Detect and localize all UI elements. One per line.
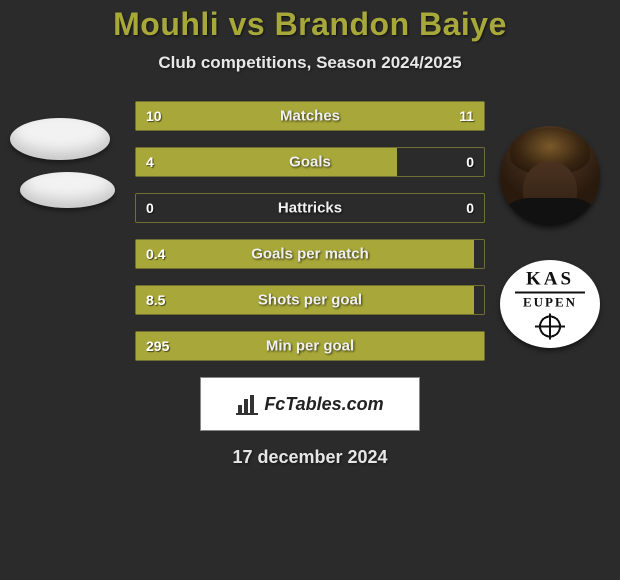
stat-label: Shots per goal: [258, 292, 362, 309]
stat-row: 4 0 Goals: [135, 147, 485, 177]
club-right-badge: KAS EUPEN: [500, 260, 600, 348]
stat-label: Goals: [289, 154, 331, 171]
stat-row: 10 11 Matches: [135, 101, 485, 131]
stat-value-right: 0: [466, 154, 474, 170]
brand-text: FcTables.com: [264, 394, 383, 415]
stat-label: Min per goal: [266, 338, 354, 355]
brand-box[interactable]: FcTables.com: [200, 377, 420, 431]
stat-value-left: 0.4: [146, 246, 165, 262]
stat-value-left: 8.5: [146, 292, 165, 308]
stat-label: Goals per match: [251, 246, 369, 263]
stat-label: Hattricks: [278, 200, 342, 217]
stat-row: 295 Min per goal: [135, 331, 485, 361]
fctables-logo-icon: [236, 393, 258, 415]
club-right-crest-icon: [535, 314, 565, 340]
stat-value-left: 4: [146, 154, 154, 170]
date-label: 17 december 2024: [0, 447, 620, 468]
stat-row: 0.4 Goals per match: [135, 239, 485, 269]
stat-row: 8.5 Shots per goal: [135, 285, 485, 315]
stat-value-right: 0: [466, 200, 474, 216]
subtitle: Club competitions, Season 2024/2025: [0, 53, 620, 73]
stat-row: 0 0 Hattricks: [135, 193, 485, 223]
club-right-line1: KAS: [515, 269, 585, 294]
stat-bars: 10 11 Matches 4 0 Goals 0 0 Hattricks 0.4 Goals pe…: [135, 101, 485, 361]
stat-value-left: 0: [146, 200, 154, 216]
club-left-badge: [20, 172, 115, 208]
comparison-card: Mouhli vs Brandon Baiye Club competition…: [0, 0, 620, 468]
stat-value-left: 295: [146, 338, 169, 354]
stat-value-right: 11: [459, 108, 474, 124]
club-right-line2: EUPEN: [515, 295, 585, 311]
player-right-avatar: [500, 126, 600, 226]
stat-label: Matches: [280, 108, 340, 125]
stat-bar-left: [136, 148, 397, 176]
player-left-avatar: [10, 118, 110, 160]
stat-value-left: 10: [146, 108, 162, 124]
page-title: Mouhli vs Brandon Baiye: [0, 6, 620, 43]
